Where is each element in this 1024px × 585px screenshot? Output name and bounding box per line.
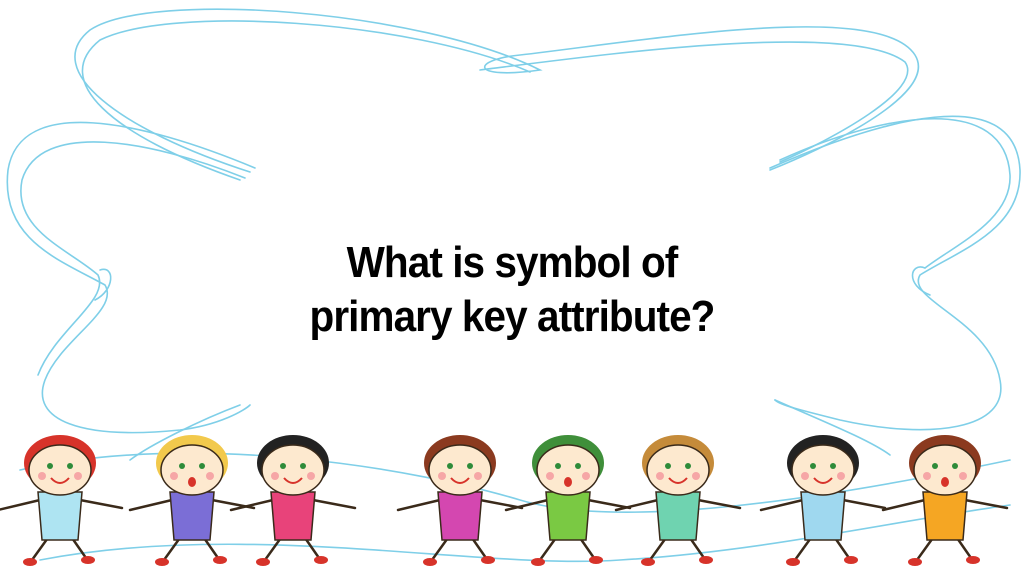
child-face	[536, 444, 600, 496]
child-face	[791, 444, 855, 496]
child-shoe	[786, 558, 800, 566]
child-mouth	[813, 477, 833, 484]
child-eye	[300, 463, 306, 469]
child-face	[261, 444, 325, 496]
child-eye	[665, 463, 671, 469]
child-mouth	[188, 477, 196, 487]
child-cheek	[474, 472, 482, 480]
question-text: What is symbol of primary key attribute?	[236, 236, 788, 344]
child-figure	[396, 435, 524, 566]
question-line-2: primary key attribute?	[309, 292, 716, 341]
child-cheek	[692, 472, 700, 480]
child-mouth	[283, 477, 303, 484]
child-eye	[179, 463, 185, 469]
child-shoe	[481, 556, 495, 564]
child-eye	[447, 463, 453, 469]
child-cheek	[582, 472, 590, 480]
child-shoe	[213, 556, 227, 564]
child-shirt	[270, 491, 316, 541]
child-shoe	[423, 558, 437, 566]
child-eye	[280, 463, 286, 469]
child-cheek	[438, 472, 446, 480]
child-eye	[199, 463, 205, 469]
child-arms	[881, 498, 1009, 512]
child-shoe	[966, 556, 980, 564]
child-shirt	[922, 491, 968, 541]
child-face	[646, 444, 710, 496]
child-cheek	[170, 472, 178, 480]
child-shoe	[531, 558, 545, 566]
child-cheek	[656, 472, 664, 480]
child-eye	[810, 463, 816, 469]
child-arms	[229, 498, 357, 512]
child-cheek	[546, 472, 554, 480]
child-figure	[614, 435, 742, 566]
child-cheek	[837, 472, 845, 480]
child-eye	[47, 463, 53, 469]
child-figure	[229, 435, 357, 566]
children-illustration	[0, 435, 1009, 566]
child-shoe	[699, 556, 713, 564]
child-mouth	[941, 477, 949, 487]
child-cheek	[74, 472, 82, 480]
child-shoe	[641, 558, 655, 566]
child-mouth	[450, 477, 470, 484]
question-line-1: What is symbol of	[346, 238, 679, 287]
child-shirt	[800, 491, 846, 541]
child-mouth	[50, 477, 70, 484]
child-face	[428, 444, 492, 496]
child-face	[28, 444, 92, 496]
child-cheek	[206, 472, 214, 480]
child-figure	[881, 435, 1009, 566]
child-eye	[830, 463, 836, 469]
child-shoe	[155, 558, 169, 566]
child-cheek	[38, 472, 46, 480]
child-shoe	[256, 558, 270, 566]
child-shirt	[37, 491, 83, 541]
child-shirt	[437, 491, 483, 541]
child-arms	[0, 498, 124, 511]
child-face	[160, 444, 224, 496]
child-shoe	[314, 556, 328, 564]
child-shoe	[23, 558, 37, 566]
child-eye	[952, 463, 958, 469]
child-shoe	[589, 556, 603, 564]
child-mouth	[668, 477, 688, 484]
child-eye	[555, 463, 561, 469]
child-eye	[685, 463, 691, 469]
child-cheek	[801, 472, 809, 480]
child-shirt	[169, 491, 215, 541]
child-face	[913, 444, 977, 496]
child-cheek	[923, 472, 931, 480]
child-eye	[467, 463, 473, 469]
child-eye	[575, 463, 581, 469]
child-cheek	[307, 472, 315, 480]
child-shirt	[545, 491, 591, 541]
child-figure	[0, 435, 124, 566]
child-cheek	[959, 472, 967, 480]
child-figure	[128, 435, 256, 566]
child-arms	[504, 498, 632, 512]
child-shoe	[844, 556, 858, 564]
child-eye	[932, 463, 938, 469]
child-shirt	[655, 491, 701, 541]
child-shoe	[81, 556, 95, 564]
child-arms	[614, 498, 742, 512]
child-mouth	[564, 477, 572, 487]
child-shoe	[908, 558, 922, 566]
child-figure	[504, 435, 632, 566]
child-eye	[67, 463, 73, 469]
child-cheek	[271, 472, 279, 480]
child-arms	[759, 498, 887, 512]
child-figure	[759, 435, 887, 566]
